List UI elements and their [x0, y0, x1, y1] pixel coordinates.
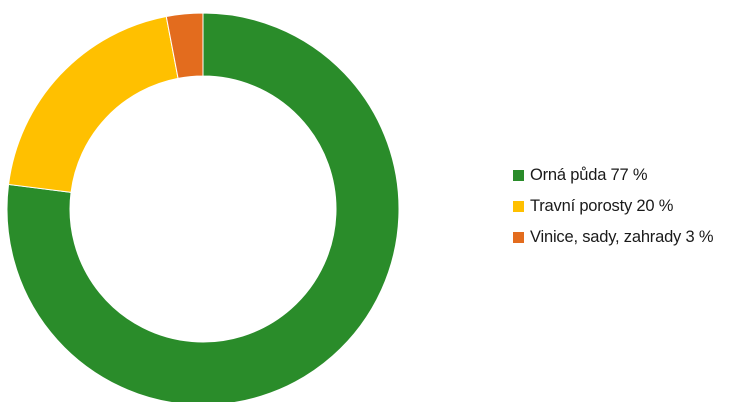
legend-item-vinice: Vinice, sady, zahrady 3 %	[513, 228, 714, 247]
legend-swatch-orna-puda	[513, 170, 524, 181]
legend-swatch-travni-porosty	[513, 201, 524, 212]
legend-item-orna-puda: Orná půda 77 %	[513, 166, 713, 185]
legend-swatch-vinice	[513, 232, 524, 243]
donut-slice-vinice	[165, 12, 204, 79]
donut-slice-travni-porosty	[7, 15, 179, 193]
legend: Orná půda 77 % Travní porosty 20 % Vinic…	[513, 166, 714, 259]
legend-label-orna-puda: Orná půda 77 %	[530, 166, 648, 184]
legend-label-vinice: Vinice, sady, zahrady 3 %	[530, 228, 714, 246]
legend-label-travni-porosty: Travní porosty 20 %	[530, 197, 674, 215]
donut-slice-orna-puda	[6, 12, 400, 402]
legend-item-travni-porosty: Travní porosty 20 %	[513, 197, 713, 216]
